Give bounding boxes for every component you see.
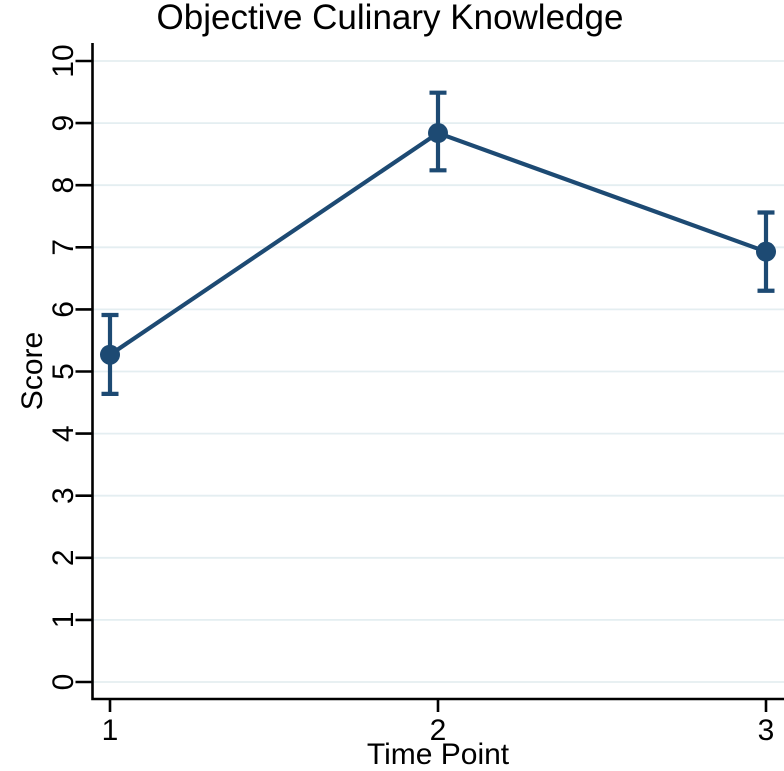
x-tick-label: 3 (758, 714, 775, 747)
data-point-marker (756, 241, 776, 262)
y-axis-label: Score (16, 332, 49, 410)
x-tick-label: 2 (430, 714, 447, 747)
gridlines-layer (92, 60, 784, 683)
y-tick-label: 6 (47, 301, 80, 318)
y-tick-label: 8 (47, 177, 80, 194)
y-tick-label: 2 (47, 549, 80, 566)
chart-title: Objective Culinary Knowledge (157, 0, 624, 37)
y-tick-label: 7 (47, 239, 80, 256)
x-axis-label: Time Point (367, 738, 510, 771)
axis-lines (91, 43, 784, 701)
data-point-marker (428, 123, 448, 144)
y-tick-label: 5 (47, 363, 80, 380)
y-tick-label: 9 (47, 115, 80, 132)
series-layer (100, 90, 776, 396)
y-tick-label: 0 (47, 674, 80, 691)
y-tick-label: 4 (47, 425, 80, 442)
data-point-marker (100, 344, 120, 365)
y-tick-label: 3 (47, 487, 80, 504)
axes-layer: 0 1 2 3 4 5 6 7 8 9 10 1 2 3 (47, 43, 784, 747)
y-tick-label: 1 (47, 612, 80, 629)
y-tick-label: 10 (47, 44, 80, 77)
x-tick-label: 1 (102, 714, 119, 747)
